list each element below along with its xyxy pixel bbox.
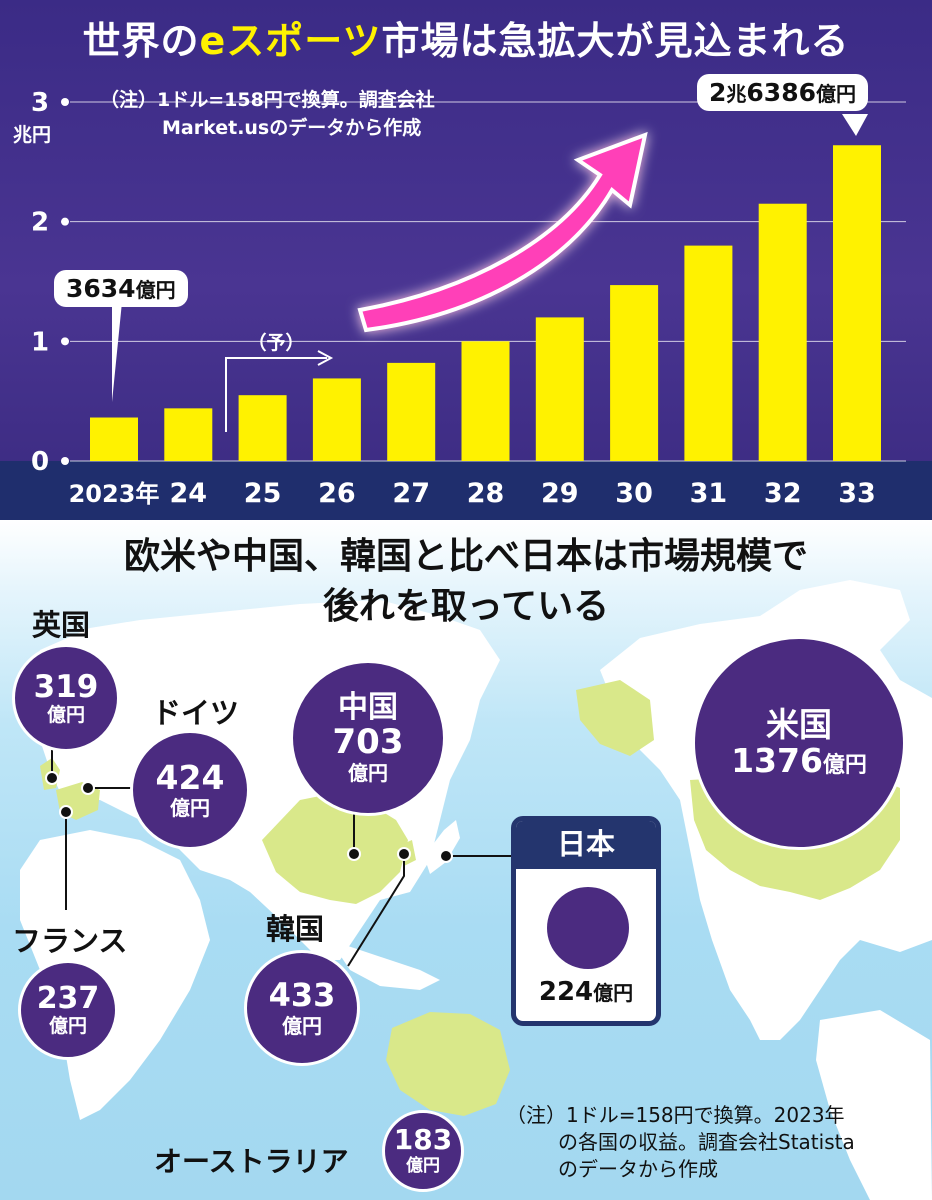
bar-32 — [758, 203, 807, 461]
y-tick-label: 1 — [31, 327, 49, 357]
bubble-australia: 183 億円 — [382, 1110, 464, 1192]
bubble-korea: 433 億円 — [244, 950, 360, 1066]
x-tick-label: 32 — [764, 478, 802, 509]
connector-korea — [347, 854, 405, 967]
dot-france — [59, 805, 73, 819]
dot-china — [347, 847, 361, 861]
callout-pointer-2033 — [842, 114, 868, 136]
bubble-germany: 424 億円 — [130, 730, 250, 850]
x-tick-label: 27 — [392, 478, 430, 509]
region-japan — [424, 820, 460, 874]
bar-33 — [833, 145, 881, 461]
map-source-note: （注）1ドル=158円で換算。2023年 の各国の収益。調査会社Statista… — [506, 1103, 855, 1181]
bubble-france: 237 億円 — [18, 960, 118, 1060]
bar-29 — [535, 317, 584, 461]
data-label-2023: 3634億円 — [54, 270, 188, 307]
data-label-2033: 2兆6386億円 — [697, 74, 868, 111]
x-tick-label: 26 — [318, 478, 356, 509]
bubble-japan — [547, 887, 629, 969]
x-tick-label: 33 — [838, 478, 876, 509]
bubble-usa: 米国 1376億円 — [692, 636, 906, 850]
dot-korea — [397, 847, 411, 861]
label-germany: ドイツ — [152, 696, 240, 730]
dot-japan — [439, 849, 453, 863]
bar-27 — [387, 362, 436, 461]
bar-chart-panel: 0 1 2 3 2023年 24 25 26 27 28 29 30 31 32 33 （予） 世界のeス… — [0, 0, 932, 520]
region-australia — [386, 1012, 510, 1116]
x-tick-label: 2023年 — [69, 480, 160, 508]
dot-uk — [45, 771, 59, 785]
bar-2023年 — [90, 417, 138, 461]
landmass-alaska — [576, 680, 654, 756]
landmass-south-america — [816, 1010, 932, 1200]
x-tick-label: 28 — [467, 478, 505, 509]
map-title: 欧米や中国、韓国と比べ日本は市場規模で 後れを取っている — [123, 536, 808, 627]
world-map-panel: 欧米や中国、韓国と比べ日本は市場規模で 後れを取っている 英国 319 億円 ド… — [0, 520, 932, 1200]
y-tick-label: 3 — [31, 88, 49, 118]
location-dots — [45, 771, 453, 863]
dot-germany — [81, 781, 95, 795]
y-tick-dot — [61, 457, 69, 465]
forecast-label: （予） — [247, 331, 304, 354]
japan-card: 日本 224億円 — [511, 816, 661, 1026]
y-tick-dot — [61, 337, 69, 346]
japan-value: 224億円 — [538, 977, 634, 1007]
chart-source-note: （注）1ドル=158円で換算。調査会社 Market.usのデータから作成 — [100, 89, 435, 139]
label-australia: オーストラリア — [154, 1145, 349, 1178]
callout-pointer-2023 — [112, 302, 122, 402]
bar-chart: 0 1 2 3 2023年 24 25 26 27 28 29 30 31 32 33 （予） — [31, 88, 906, 509]
x-tick-label: 24 — [170, 478, 208, 509]
bar-24 — [164, 408, 213, 461]
chart-title: 世界のeスポーツ市場は急拡大が見込まれる — [82, 19, 850, 63]
bar-31 — [684, 245, 733, 461]
region-china — [262, 792, 408, 904]
y-tick-label: 2 — [31, 208, 49, 238]
growth-arrow-icon — [357, 131, 648, 333]
bar-25 — [238, 395, 287, 461]
label-uk: 英国 — [32, 608, 91, 642]
y-tick-dot — [61, 217, 69, 226]
x-tick-label: 25 — [244, 478, 282, 509]
x-tick-label: 31 — [690, 478, 728, 509]
forecast-arrowhead-icon — [317, 350, 334, 366]
forecast-bracket — [225, 357, 327, 432]
x-tick-label: 30 — [615, 478, 653, 509]
x-tick-label: 29 — [541, 478, 579, 509]
y-tick-label: 0 — [31, 447, 49, 477]
bar-28 — [461, 341, 510, 461]
label-korea: 韓国 — [266, 912, 325, 946]
japan-card-title: 日本 — [516, 821, 656, 869]
bubble-china: 中国 703 億円 — [290, 660, 446, 816]
y-tick-dot — [61, 98, 69, 106]
bar-30 — [610, 285, 659, 461]
bubble-uk: 319 億円 — [12, 644, 120, 752]
bar-26 — [312, 378, 361, 461]
y-axis-unit: 兆円 — [13, 124, 52, 146]
label-france: フランス — [12, 924, 128, 958]
x-axis-band — [0, 461, 932, 520]
